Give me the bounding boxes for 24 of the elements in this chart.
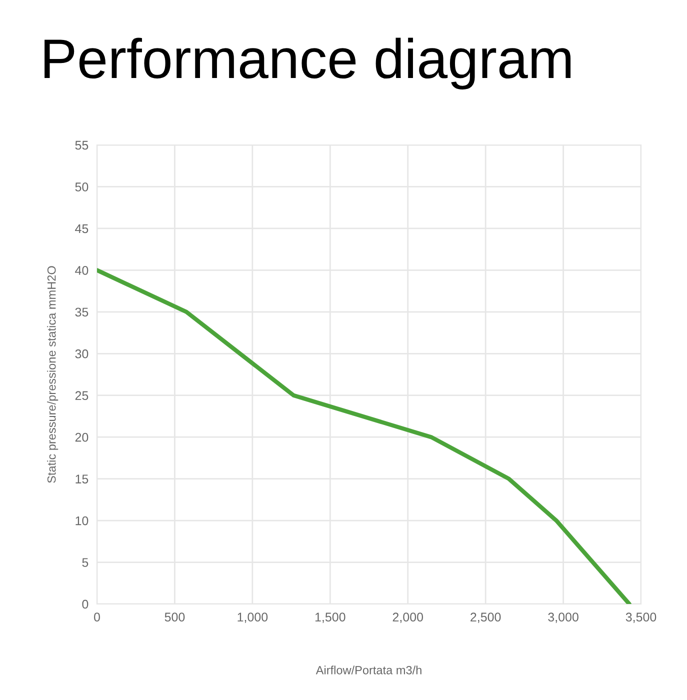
y-tick-label: 20 xyxy=(75,432,88,442)
x-tick-label: 2,500 xyxy=(470,612,501,623)
y-tick-label: 30 xyxy=(75,349,88,358)
x-axis-title: Airflow/Portata m3/h xyxy=(316,666,422,674)
x-tick-label: 3,000 xyxy=(548,612,578,623)
y-tick-label: 50 xyxy=(75,182,88,192)
y-tick-label: 35 xyxy=(75,308,88,317)
x-tick-label: 2,000 xyxy=(392,612,424,623)
y-tick-label: 15 xyxy=(76,474,88,484)
chart-title: Performance diagram xyxy=(44,38,571,90)
y-axis-title: Static pressure/pressione statica mmH2O xyxy=(47,266,58,483)
x-tick-label: 0 xyxy=(94,612,100,622)
y-tick-label: 0 xyxy=(82,600,88,609)
y-tick-label: 10 xyxy=(76,516,88,526)
y-tick-label: 45 xyxy=(75,224,88,234)
x-tick-label: 3,500 xyxy=(626,612,656,623)
y-tick-label: 25 xyxy=(75,391,88,400)
y-tick-label: 5 xyxy=(82,558,88,567)
line-series xyxy=(97,268,632,604)
x-tick-label: 1,000 xyxy=(238,612,268,623)
y-tick-label: 40 xyxy=(75,266,88,275)
x-tick-label: 1,500 xyxy=(315,612,346,623)
x-tick-label: 500 xyxy=(164,612,185,622)
y-tick-label: 55 xyxy=(75,140,88,150)
